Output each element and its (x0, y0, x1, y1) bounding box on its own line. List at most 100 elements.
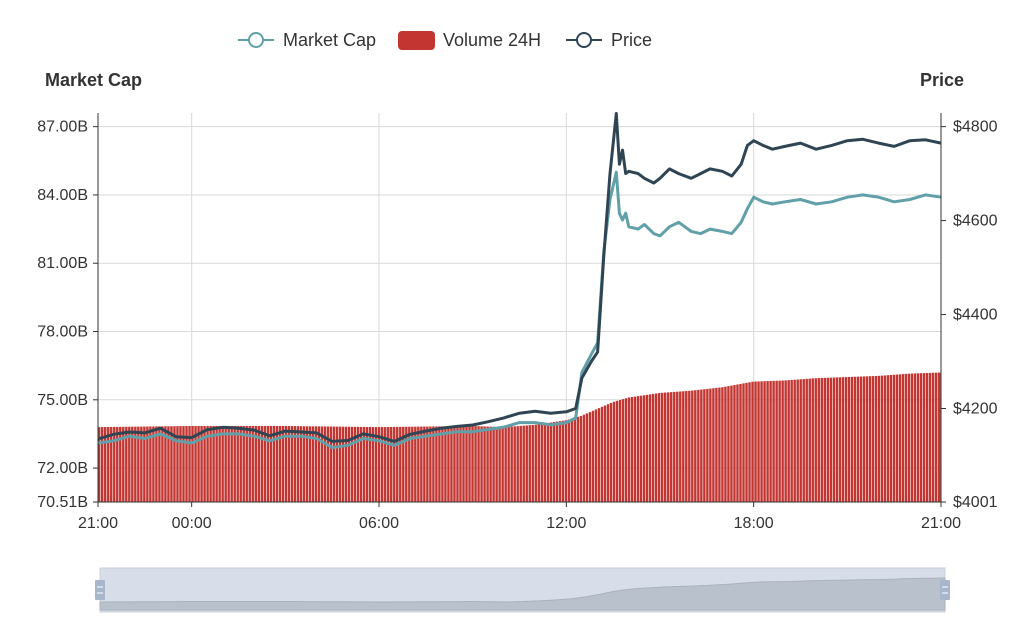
volume-bar (335, 426, 339, 502)
volume-bar (859, 376, 863, 502)
volume-bar (501, 427, 504, 502)
volume-bar (537, 424, 540, 502)
volume-bar (874, 375, 878, 502)
volume-bar (212, 425, 215, 502)
volume-bar (396, 426, 399, 502)
volume-bar (290, 426, 294, 502)
volume-bar (299, 426, 303, 502)
volume-bar (362, 426, 366, 502)
volume-bar (185, 426, 188, 502)
volume-bar (155, 426, 158, 502)
volume-bar (642, 395, 646, 502)
volume-bar (411, 426, 414, 502)
volume-bar (384, 427, 387, 502)
volume-bar (513, 426, 516, 502)
volume-bar (648, 394, 652, 502)
volume-bar (320, 426, 324, 502)
volume-bar (495, 426, 498, 502)
volume-bar (119, 426, 122, 502)
volume-bar (745, 382, 748, 502)
volume-bar (254, 425, 257, 502)
volume-bar (107, 426, 110, 502)
volume-bar (390, 426, 393, 502)
volume-bar (338, 426, 342, 502)
volume-bar (206, 425, 209, 502)
legend-item-price[interactable]: Price (566, 30, 652, 50)
volume-bar (197, 425, 200, 502)
volume-bar (670, 392, 673, 502)
volume-bar (263, 425, 266, 502)
volume-bar (654, 393, 658, 502)
volume-bar (284, 425, 288, 502)
volume-bar (353, 426, 357, 502)
volume-bar (266, 425, 270, 502)
volume-bar (275, 425, 279, 502)
volume-bar (700, 389, 703, 502)
volume-bar (98, 427, 101, 502)
volume-bar (459, 426, 462, 502)
volume-bar (892, 374, 896, 502)
volume-bar (215, 425, 218, 502)
volume-bar (727, 386, 730, 502)
volume-bar (579, 415, 583, 502)
volume-bar (504, 426, 507, 502)
volume-bar (233, 425, 236, 502)
volume-bar (934, 372, 938, 502)
volume-bar (730, 385, 733, 502)
volume-bar (293, 426, 297, 502)
volume-bar (444, 426, 447, 502)
volume-bar (793, 379, 796, 502)
volume-bar (706, 388, 709, 502)
volume-bar (516, 426, 519, 502)
volume-bar (224, 425, 227, 502)
volume-bar (760, 381, 763, 502)
volume-bar (868, 376, 872, 502)
volume-bar (910, 373, 914, 502)
volume-bar (236, 425, 239, 502)
volume-bar (326, 426, 330, 502)
volume-bar (576, 416, 580, 502)
volume-bar (594, 409, 598, 502)
volume-bar (697, 389, 700, 502)
volume-bar (853, 376, 857, 502)
volume-bar (787, 380, 790, 502)
right-tick-label: $4200 (953, 401, 998, 418)
volume-bar (387, 426, 390, 502)
volume-bar (381, 427, 384, 502)
volume-bar (350, 426, 354, 502)
zoom-handle-left[interactable] (95, 580, 105, 600)
volume-bar (844, 377, 848, 502)
volume-bar (733, 385, 736, 502)
zoom-handle-right[interactable] (940, 580, 950, 600)
volume-bar (826, 377, 830, 502)
data-zoom-slider[interactable] (95, 567, 950, 613)
volume-bar (152, 426, 155, 502)
left-axis-title: Market Cap (45, 70, 142, 90)
volume-bar (474, 426, 477, 502)
zoom-preview-area (99, 577, 946, 611)
volume-bar (895, 374, 899, 502)
x-tick-label: 06:00 (359, 515, 399, 532)
volume-bar (582, 414, 586, 502)
axes (93, 113, 946, 507)
left-tick-label: 75.00B (37, 392, 88, 409)
volume-bar (838, 377, 842, 502)
legend-item-volume[interactable]: Volume 24H (398, 30, 541, 50)
volume-bar (645, 394, 649, 502)
volume-bar (552, 422, 556, 502)
volume-bar (170, 426, 173, 502)
volume-bar (489, 426, 492, 502)
volume-bar (137, 426, 140, 502)
volume-bar (203, 425, 206, 502)
volume-bar (221, 425, 224, 502)
legend-item-market-cap[interactable]: Market Cap (238, 30, 376, 50)
volume-bar (736, 384, 739, 502)
volume-bar (483, 426, 486, 502)
volume-bar (627, 397, 631, 502)
volume-bar (402, 426, 405, 502)
volume-bar (188, 425, 191, 502)
legend[interactable]: Market Cap Volume 24H Price (238, 30, 652, 50)
volume-bar (724, 386, 727, 502)
volume-bar (278, 425, 282, 502)
volume-bar (374, 427, 378, 502)
